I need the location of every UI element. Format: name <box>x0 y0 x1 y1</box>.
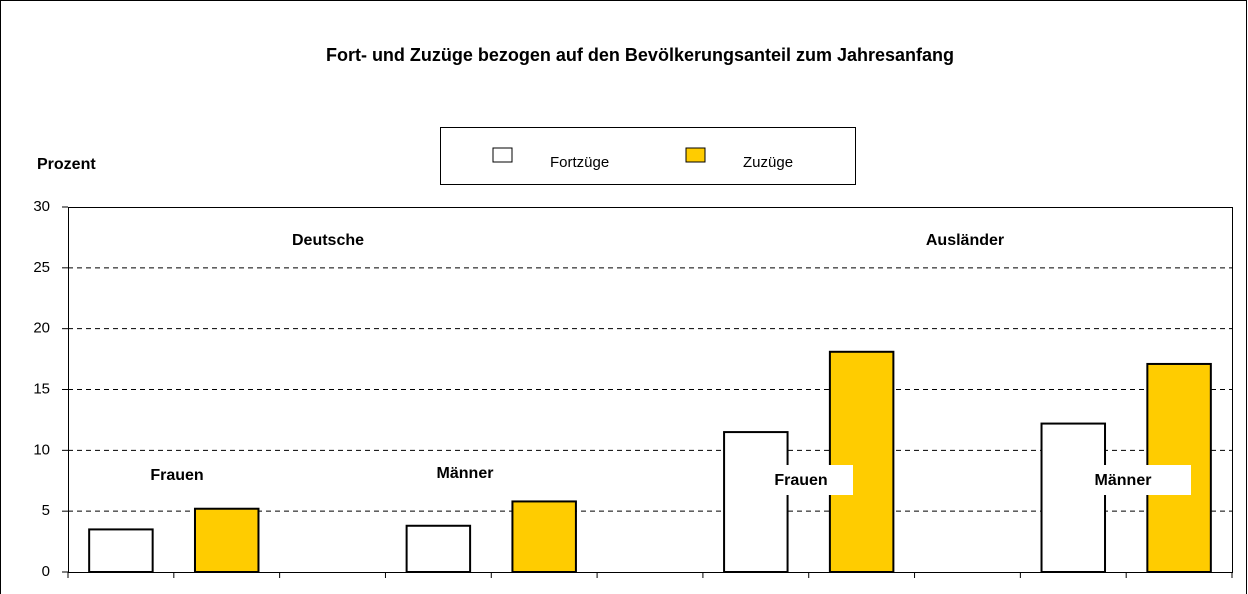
bar <box>723 431 789 574</box>
bar <box>828 350 895 573</box>
chart-title: Fort- und Zuzüge bezogen auf den Bevölke… <box>326 45 954 65</box>
y-tick-label: 15 <box>33 380 50 397</box>
annotation: Ausländer <box>926 232 1004 249</box>
annotation: Frauen <box>150 467 203 484</box>
bar <box>88 528 154 574</box>
y-tick-label: 0 <box>42 563 50 580</box>
y-tick-label: 25 <box>33 259 50 276</box>
y-tick-label: 30 <box>33 198 50 215</box>
y-tick-label: 10 <box>33 441 50 458</box>
y-axis-label: Prozent <box>37 156 96 173</box>
legend-swatch <box>685 147 706 163</box>
annotation: Frauen <box>774 472 827 489</box>
annotation: Deutsche <box>292 232 364 249</box>
annotation-background <box>767 465 853 495</box>
bar <box>405 524 472 573</box>
legend-swatch <box>492 147 513 163</box>
bar <box>193 507 260 574</box>
legend-label: Zuzüge <box>743 154 793 171</box>
legend-label: Fortzüge <box>550 154 609 171</box>
annotation: Männer <box>437 465 494 482</box>
y-tick-label: 20 <box>33 320 50 337</box>
annotation-background <box>1089 465 1191 495</box>
y-tick-label: 5 <box>42 502 50 519</box>
bar <box>1040 422 1107 574</box>
bar <box>511 500 577 573</box>
annotation: Männer <box>1095 472 1152 489</box>
